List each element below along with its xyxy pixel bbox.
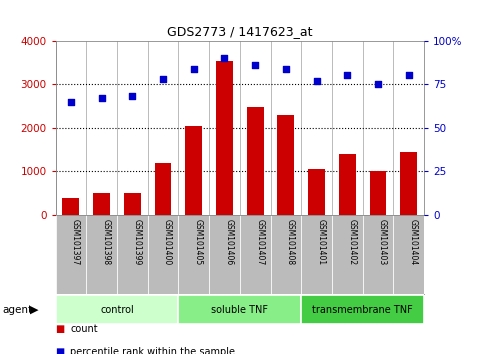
Bar [155, 163, 171, 215]
Point [128, 93, 136, 99]
Text: GSM101404: GSM101404 [409, 218, 418, 265]
Bar [62, 198, 79, 215]
Text: ▶: ▶ [30, 305, 39, 315]
Text: GSM101398: GSM101398 [101, 218, 111, 265]
Point [190, 66, 198, 72]
Text: control: control [100, 305, 134, 315]
Text: percentile rank within the sample: percentile rank within the sample [70, 347, 235, 354]
Point [98, 95, 105, 101]
Bar [185, 126, 202, 215]
Text: GSM101408: GSM101408 [286, 218, 295, 265]
Point [221, 55, 228, 61]
Bar [301, 295, 424, 325]
Point [343, 73, 351, 78]
Text: count: count [70, 324, 98, 333]
Text: GSM101397: GSM101397 [71, 218, 80, 265]
Bar [277, 115, 294, 215]
Text: ■: ■ [56, 324, 65, 333]
Text: agent: agent [2, 305, 32, 315]
Bar [124, 193, 141, 215]
Text: soluble TNF: soluble TNF [211, 305, 269, 315]
Bar [339, 154, 356, 215]
Text: GSM101405: GSM101405 [194, 218, 203, 265]
Point [282, 66, 290, 72]
Text: transmembrane TNF: transmembrane TNF [313, 305, 413, 315]
Point [313, 78, 320, 84]
Bar [308, 169, 325, 215]
Bar [247, 107, 264, 215]
Point [67, 99, 75, 104]
Bar [93, 193, 110, 215]
Text: GSM101403: GSM101403 [378, 218, 387, 265]
Text: GSM101406: GSM101406 [225, 218, 233, 265]
Text: GSM101400: GSM101400 [163, 218, 172, 265]
Bar [400, 153, 417, 215]
Point [405, 73, 412, 78]
Text: GSM101402: GSM101402 [347, 218, 356, 265]
Text: ■: ■ [56, 347, 65, 354]
Text: GSM101401: GSM101401 [316, 218, 326, 265]
Text: GSM101399: GSM101399 [132, 218, 142, 265]
Bar [178, 295, 301, 325]
Bar [216, 61, 233, 215]
Point [159, 76, 167, 82]
Bar [56, 295, 178, 325]
Point [251, 62, 259, 68]
Point [374, 81, 382, 87]
Text: GSM101407: GSM101407 [255, 218, 264, 265]
Title: GDS2773 / 1417623_at: GDS2773 / 1417623_at [167, 25, 313, 38]
Bar [369, 171, 386, 215]
